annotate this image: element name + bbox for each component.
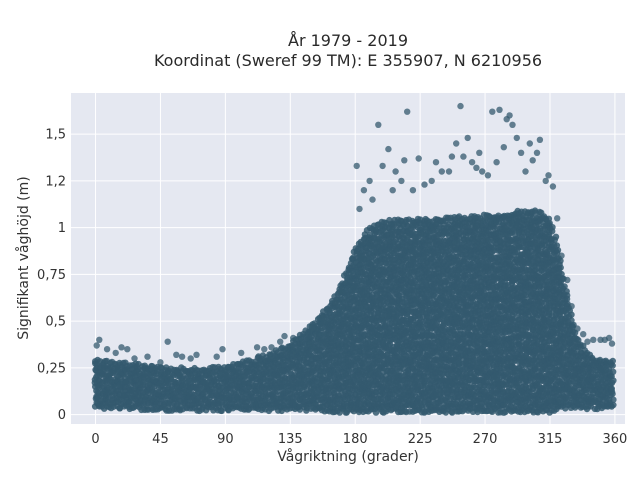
- chart-title-line1: År 1979 - 2019: [288, 31, 408, 50]
- scatter-points: [91, 102, 617, 416]
- chart-title-line2: Koordinat (Sweref 99 TM): E 355907, N 62…: [154, 51, 542, 70]
